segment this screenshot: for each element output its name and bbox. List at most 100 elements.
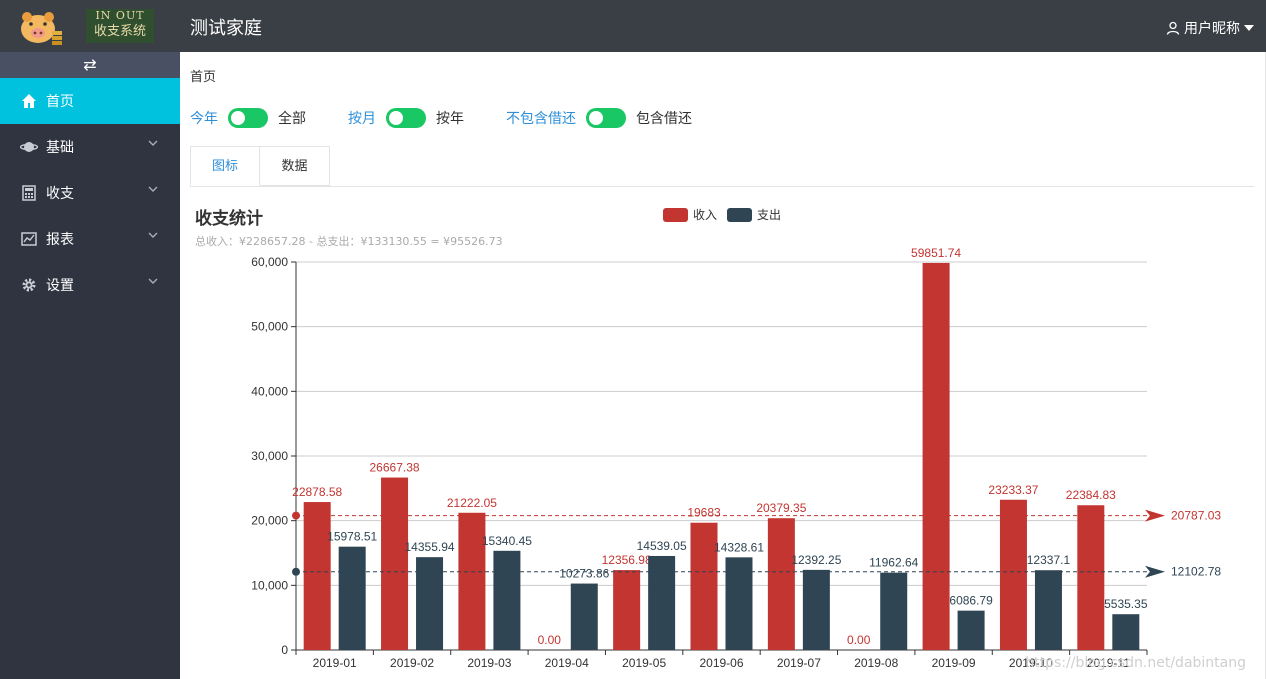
expense-bar [493,550,521,650]
tab-chart[interactable]: 图标 [190,146,260,186]
period-switch-group: 按月 按年 [348,108,464,128]
logo-line2: 收支系统 [93,24,146,39]
chart-subtitle: 总收入：¥228657.28 - 总支出：¥133130.55 = ¥95526… [195,235,503,248]
gear-icon [20,276,38,294]
sidebar-item-inout[interactable]: 收支 [0,170,180,216]
income-data-label: 19683 [687,506,721,520]
income-data-label: 23233.37 [988,483,1038,497]
income-data-label: 22878.58 [292,485,342,499]
expense-bar [957,610,985,650]
expense-data-label: 14328.61 [714,540,764,554]
sidebar-item-label: 基础 [46,140,74,156]
expense-data-label: 14539.05 [637,539,687,553]
home-icon [20,92,38,110]
logo[interactable]: IN OUT 收支系统 [0,0,180,52]
x-tick-label: 2019-05 [622,656,666,670]
logo-text: IN OUT 收支系统 [86,9,154,43]
income-bar [690,522,718,650]
income-data-label: 26667.38 [370,461,420,475]
expense-data-label: 12337.1 [1027,553,1071,567]
switch-right-label: 按年 [436,111,464,127]
sidebar-item-report[interactable]: 报表 [0,216,180,262]
caret-down-icon [1244,25,1254,31]
calculator-icon [20,184,38,202]
toggle-knob [389,111,403,125]
expense-data-label: 5535.35 [1104,597,1148,611]
expense-data-label: 15340.45 [482,534,532,548]
view-tabs: 图标 数据 [190,146,1254,187]
income-bar [999,499,1027,650]
y-tick-label: 60,000 [251,255,288,269]
sidebar-toggle[interactable]: ⇄ [0,52,180,78]
income-data-label: 20379.35 [756,501,806,515]
switch-left-label: 今年 [190,111,218,127]
toggle-knob [231,111,245,125]
main-content: 首页 今年 全部 按月 按年 不包含借还 包含借还 图标 数据 收支统计 总收入… [180,52,1266,679]
page-title: 测试家庭 [190,18,262,39]
user-menu[interactable]: 用户昵称 [1166,18,1254,38]
logo-line1: IN OUT [95,9,145,22]
swap-arrows-icon: ⇄ [83,55,97,74]
sidebar-item-settings[interactable]: 设置 [0,262,180,308]
expense-data-label: 15978.51 [327,530,377,544]
average-arrow [1145,565,1165,578]
x-tick-label: 2019-01 [313,656,357,670]
income-bar [767,518,795,650]
legend-swatch-expense [727,207,753,222]
legend-income[interactable]: 收入 [663,206,717,223]
expense-data-label: 6086.79 [949,594,993,608]
income-data-label: 0.00 [847,633,871,647]
filter-switches: 今年 全部 按月 按年 不包含借还 包含借还 [190,108,734,128]
sidebar: IN OUT 收支系统 ⇄ 首页 基础 收支 [0,0,180,679]
x-tick-label: 2019-02 [390,656,434,670]
chevron-down-icon [148,232,158,238]
period-toggle[interactable] [386,108,426,128]
income-bar [381,477,409,650]
income-data-label: 22384.83 [1066,488,1116,502]
chart-title: 收支统计 [195,209,263,229]
sidebar-nav: 首页 基础 收支 报表 设置 [0,78,180,308]
switch-left-label: 不包含借还 [506,111,576,127]
expense-data-label: 14355.94 [405,540,455,554]
chart-legend: 收入 支出 [663,206,791,223]
year-toggle[interactable] [228,108,268,128]
x-tick-label: 2019-03 [467,656,511,670]
income-bar [458,512,486,650]
expense-data-label: 11962.64 [869,556,918,570]
average-start-marker [292,511,300,520]
legend-expense[interactable]: 支出 [727,206,781,223]
loan-toggle[interactable] [586,108,626,128]
report-icon [20,230,38,248]
sidebar-item-label: 首页 [46,94,74,110]
sidebar-item-basic[interactable]: 基础 [0,124,180,170]
chevron-down-icon [148,278,158,284]
expense-bar [1034,570,1062,650]
expense-data-label: 12392.25 [791,553,841,567]
switch-right-label: 全部 [278,111,306,127]
user-icon [1166,21,1180,35]
y-tick-label: 0 [281,643,288,657]
x-tick-label: 2019-09 [932,656,976,670]
expense-bar [880,572,908,650]
switch-left-label: 按月 [348,111,376,127]
x-tick-label: 2019-11 [1087,656,1130,670]
chevron-down-icon [148,140,158,146]
income-bar [922,262,950,650]
y-tick-label: 50,000 [251,320,288,334]
income-data-label: 21222.05 [447,496,497,510]
planet-icon [20,138,38,156]
x-tick-label: 2019-08 [854,656,898,670]
watermark: https://blog.csdn.net/dabintang [1025,655,1246,671]
piggy-bank-icon [21,12,62,45]
y-tick-label: 30,000 [251,449,288,463]
legend-swatch-income [663,207,688,222]
sidebar-item-home[interactable]: 首页 [0,78,180,124]
breadcrumb: 首页 [190,70,217,85]
expense-data-label: 10273.86 [559,567,609,581]
income-data-label: 59851.74 [911,246,961,260]
expense-bar [648,555,676,650]
tab-data[interactable]: 数据 [260,146,330,186]
income-expense-chart: 0 10,000 20,000 30,000 40,000 50,000 60,000 201… [251,246,1221,670]
x-tick-label: 2019-07 [777,656,821,670]
toggle-knob [589,111,603,125]
